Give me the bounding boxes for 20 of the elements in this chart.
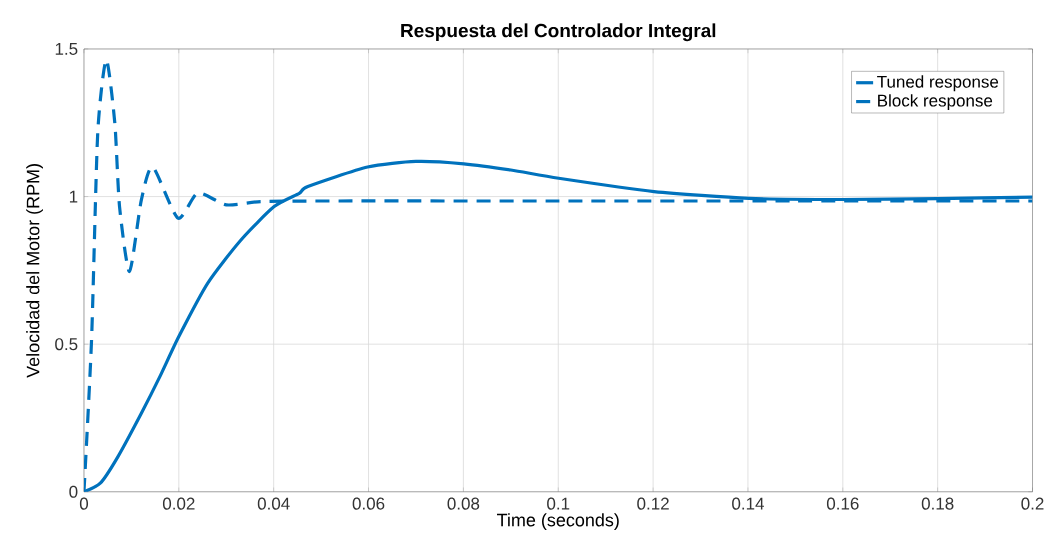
- x-tick-label: 0.04: [257, 497, 290, 510]
- y-tick-label: 0: [69, 485, 78, 498]
- chart-title: Respuesta del Controlador Integral: [401, 23, 716, 42]
- legend-label: Block response: [878, 94, 993, 111]
- y-axis-title: Velocidad del Motor (RPM): [26, 164, 43, 378]
- x-tick-label: 0.18: [921, 497, 954, 510]
- x-tick-label: 0.12: [637, 497, 669, 510]
- y-tick-label: 0.5: [55, 338, 78, 351]
- x-tick-label: 0.1: [547, 497, 570, 510]
- y-tick-label: 1.5: [55, 43, 78, 56]
- x-tick-label: 0.02: [162, 497, 195, 510]
- legend-label: Tuned response: [877, 75, 999, 92]
- x-tick-label: 0.16: [826, 497, 859, 510]
- x-axis-title: Time (seconds): [497, 513, 619, 531]
- x-tick-label: 0.06: [352, 497, 385, 510]
- x-tick-label: 0: [79, 497, 89, 510]
- y-tick-label: 1: [69, 190, 78, 203]
- x-tick-label: 0.2: [1021, 497, 1044, 510]
- x-tick-label: 0.14: [732, 497, 764, 510]
- x-tick-label: 0.08: [447, 497, 480, 510]
